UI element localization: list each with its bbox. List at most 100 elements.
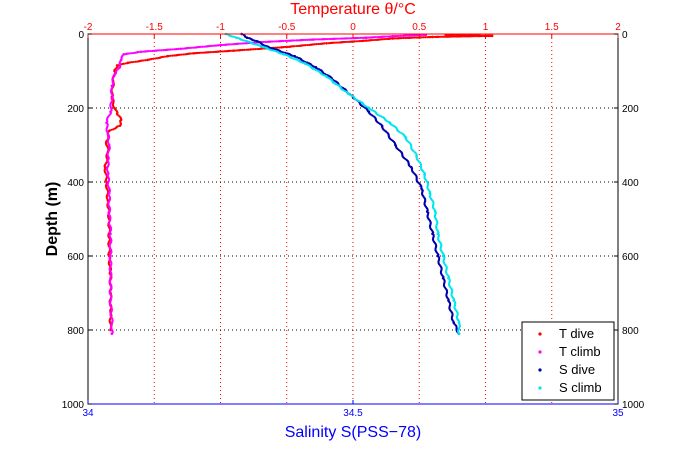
data-point-fill — [270, 47, 273, 50]
data-point-fill — [399, 34, 402, 37]
data-point-fill — [112, 128, 115, 131]
data-point-fill — [308, 43, 311, 47]
data-point-fill — [171, 48, 174, 51]
top-axis-tick-label: -2 — [84, 22, 93, 33]
top-axis-tick-label: 0 — [350, 22, 356, 33]
data-point-fill — [306, 43, 309, 47]
data-point-fill — [442, 35, 445, 38]
top-axis-tick-label: 2 — [615, 22, 621, 33]
top-axis-tick-label: 1.5 — [545, 22, 559, 33]
data-point-fill — [338, 37, 342, 40]
data-point-fill — [327, 42, 330, 45]
data-point-fill — [212, 50, 215, 54]
y-axis-tick-label-left: 200 — [67, 104, 84, 115]
data-point-fill — [475, 35, 479, 38]
data-point-fill — [297, 44, 300, 48]
data-point-fill — [355, 40, 358, 43]
data-point — [245, 40, 249, 43]
data-point-fill — [474, 35, 477, 38]
data-point-fill — [256, 47, 259, 51]
data-point-fill — [242, 42, 246, 45]
data-point-fill — [394, 37, 398, 40]
data-point-fill — [297, 39, 300, 42]
data-point-fill — [276, 40, 280, 43]
y-axis-tick-label-right: 1000 — [622, 400, 645, 411]
data-point-fill — [424, 36, 427, 39]
data-point-fill — [347, 40, 350, 43]
data-point-fill — [295, 44, 298, 48]
data-point-fill — [318, 38, 321, 41]
data-point-fill — [334, 41, 338, 44]
data-point-fill — [338, 41, 341, 44]
data-point-fill — [295, 39, 298, 42]
data-point — [364, 39, 368, 42]
legend-marker — [538, 386, 542, 390]
data-point-fill — [336, 41, 339, 44]
data-point-fill — [279, 52, 283, 55]
data-point-fill — [327, 37, 331, 41]
data-point-fill — [293, 45, 296, 48]
y-axis-title: Depth (m) — [44, 182, 61, 257]
data-point — [235, 36, 238, 39]
data-point-fill — [165, 55, 168, 58]
data-point-fill — [203, 45, 206, 48]
data-point-fill — [231, 43, 235, 46]
data-point-fill — [262, 40, 265, 44]
data-point-fill — [230, 49, 234, 52]
data-point-fill — [402, 36, 405, 40]
data-point — [232, 49, 236, 52]
data-point-fill — [345, 40, 349, 44]
data-point-fill — [388, 35, 391, 38]
data-point-fill — [284, 39, 287, 43]
data-point-fill — [464, 35, 468, 38]
data-point-fill — [349, 37, 353, 40]
data-point-fill — [192, 46, 195, 49]
top-axis-tick-label: -1.5 — [146, 22, 164, 33]
data-point — [245, 36, 249, 39]
data-point-fill — [253, 39, 256, 42]
data-point — [261, 45, 265, 49]
data-point-fill — [404, 36, 407, 40]
data-point-fill — [422, 36, 425, 39]
data-point-fill — [190, 46, 193, 49]
bottom-axis-tick-label: 35 — [612, 408, 624, 419]
data-point-fill — [359, 36, 362, 40]
data-point-fill — [415, 36, 418, 39]
data-point-fill — [308, 38, 311, 41]
data-point-fill — [152, 49, 156, 52]
bottom-axis-tick-label: 34 — [82, 408, 94, 419]
data-point-fill — [356, 40, 360, 43]
y-axis-tick-label-right: 0 — [622, 30, 628, 41]
data-point-fill — [188, 46, 192, 50]
data-point-fill — [367, 39, 370, 42]
data-point-fill — [408, 34, 411, 37]
data-point-fill — [316, 38, 320, 41]
data-point-fill — [386, 37, 389, 41]
data-point-fill — [173, 54, 176, 57]
data-point — [139, 50, 143, 54]
legend: T dive T climb S dive S climb — [521, 321, 615, 401]
data-point-fill — [230, 43, 233, 46]
grid — [88, 34, 618, 404]
data-point-fill — [203, 51, 206, 54]
data-point-fill — [124, 62, 127, 65]
data-point-fill — [141, 50, 145, 53]
data-point-fill — [305, 63, 308, 66]
data-point-fill — [440, 35, 444, 38]
data-point-fill — [376, 35, 379, 39]
data-point-fill — [210, 50, 214, 54]
data-point-fill — [254, 48, 257, 51]
data-point-fill — [294, 55, 297, 58]
data-point-fill — [171, 54, 174, 57]
data-point-fill — [235, 49, 239, 52]
series-layer — [103, 32, 494, 336]
data-point-fill — [291, 57, 294, 60]
data-point-fill — [162, 49, 165, 52]
data-point-fill — [223, 50, 226, 53]
data-point-fill — [444, 35, 447, 38]
data-point-fill — [134, 60, 137, 63]
data-point-fill — [154, 57, 157, 60]
data-point-fill — [240, 42, 244, 45]
data-point-fill — [133, 51, 136, 54]
